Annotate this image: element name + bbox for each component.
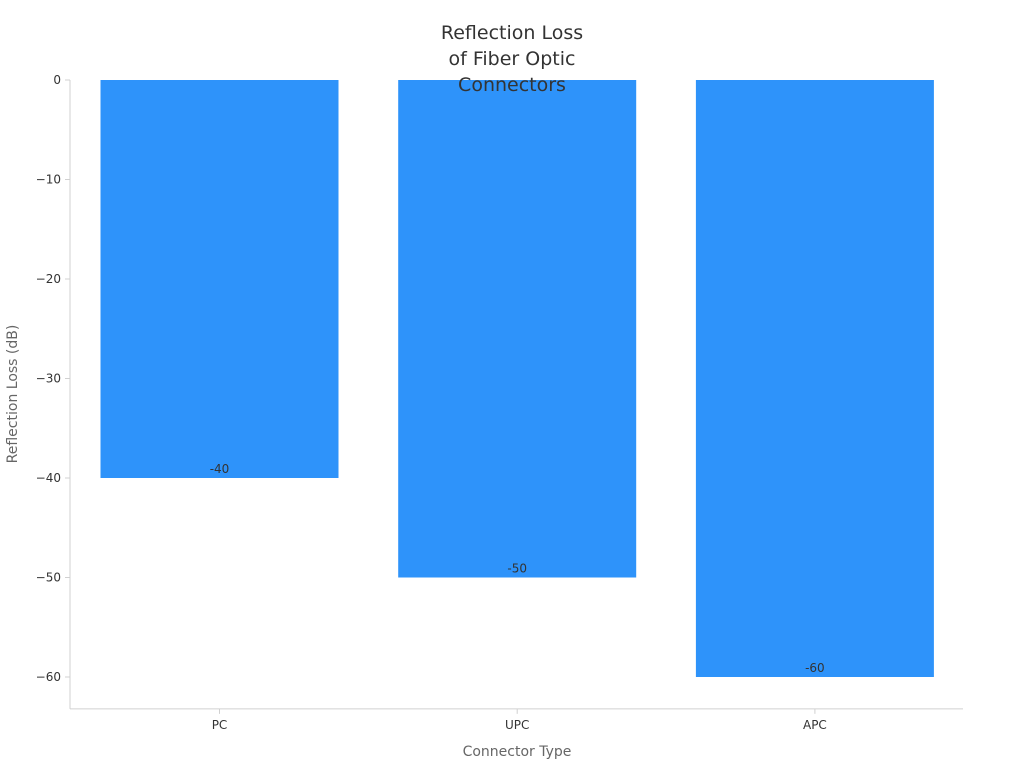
x-axis-title: Connector Type: [463, 744, 572, 760]
x-tick-label-upc: UPC: [505, 718, 529, 732]
bars-layer: [100, 80, 934, 677]
y-tick-label: 0: [53, 73, 61, 87]
chart-title: Reflection Loss of Fiber Optic Connector…: [440, 22, 584, 96]
y-tick-label: −40: [36, 471, 61, 485]
bar-upc: [398, 80, 637, 578]
y-tick-label: −60: [36, 670, 61, 684]
y-tick-label: −30: [36, 372, 61, 386]
data-label-apc: -60: [805, 661, 825, 675]
bar-pc: [100, 80, 339, 478]
y-tick-label: −20: [36, 272, 61, 286]
data-labels: -40 -50 -60: [210, 462, 825, 675]
y-axis-title: Reflection Loss (dB): [5, 325, 21, 464]
y-axis-ticks: 0 −10 −20 −30 −40 −50 −60: [36, 73, 70, 684]
bar-apc: [695, 80, 934, 677]
x-tick-label-apc: APC: [803, 718, 827, 732]
x-axis-ticks: PC UPC APC: [212, 708, 827, 732]
x-tick-label-pc: PC: [212, 718, 228, 732]
data-label-pc: -40: [210, 462, 230, 476]
axes-layer: [69, 80, 963, 710]
data-label-upc: -50: [507, 562, 527, 576]
y-tick-label: −10: [36, 173, 61, 187]
y-tick-label: −50: [36, 571, 61, 585]
